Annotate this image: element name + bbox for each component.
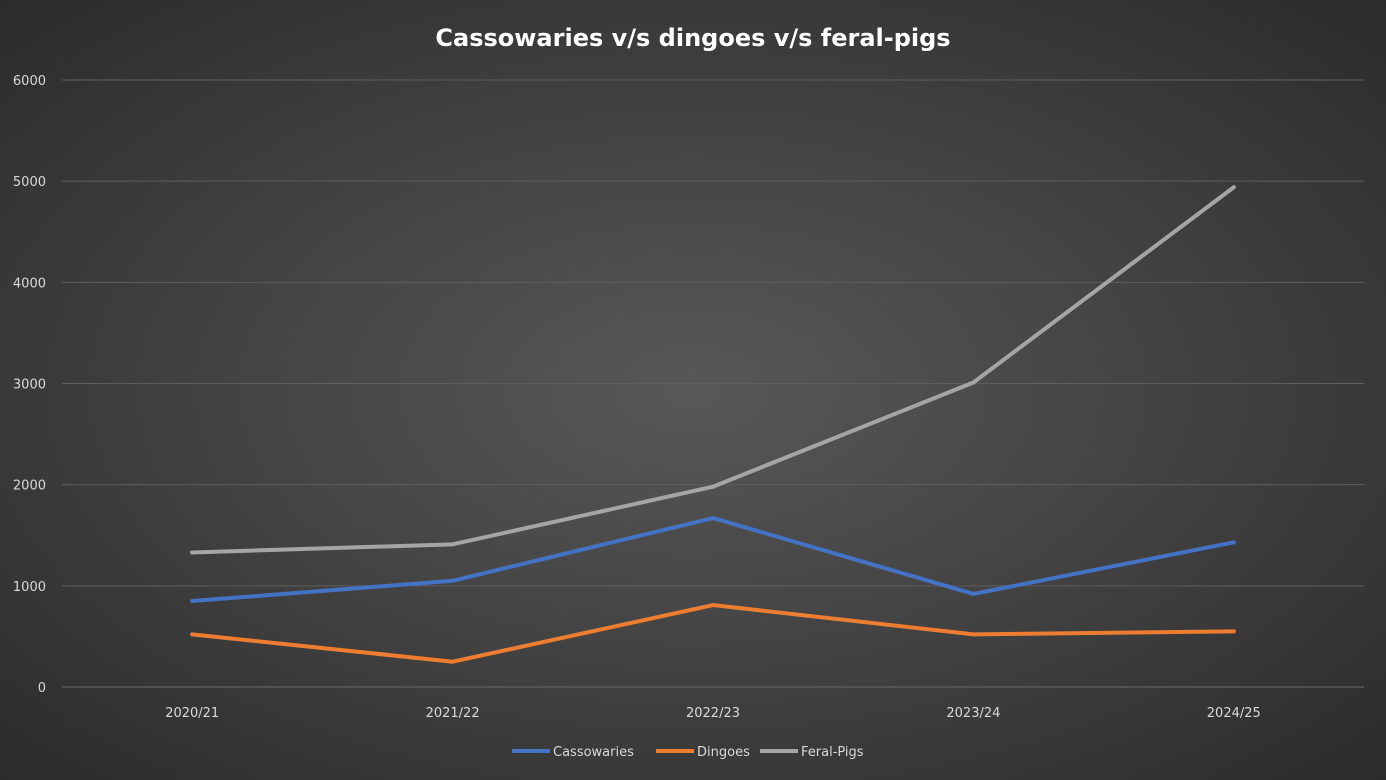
y-tick-label: 6000 [13,74,46,89]
y-tick-label: 2000 [13,479,46,494]
y-tick-label: 0 [38,681,46,696]
data-point [1231,629,1236,634]
y-tick-label: 3000 [13,378,46,393]
data-point [711,484,715,489]
series-line-dingoes [190,603,1236,664]
series-line-cassowaries [190,516,1236,604]
x-tick-label: 2021/22 [426,706,480,721]
data-point [450,578,455,583]
legend-label: Dingoes [697,745,750,760]
series-line-feral-pigs [190,185,1236,555]
data-point [190,632,195,637]
data-point [450,659,455,664]
legend-label: Cassowaries [553,745,634,760]
x-tick-label: 2024/25 [1207,706,1261,721]
data-point [971,380,976,385]
data-point [190,599,195,604]
y-tick-label: 1000 [13,580,46,595]
chart-title: Cassowaries v/s dingoes v/s feral-pigs [435,24,950,52]
data-point [971,591,976,596]
legend-label: Feral-Pigs [801,745,864,760]
y-tick-label: 4000 [13,276,46,291]
data-point [1231,185,1236,190]
x-tick-label: 2022/23 [686,706,740,721]
x-tick-label: 2023/24 [946,706,1000,721]
data-point [190,550,195,555]
data-point [711,603,715,608]
data-point [1231,540,1236,545]
x-tick-label: 2020/21 [165,706,219,721]
data-point [450,542,455,547]
y-tick-label: 5000 [13,175,46,190]
data-point [971,632,976,637]
data-point [711,516,715,521]
